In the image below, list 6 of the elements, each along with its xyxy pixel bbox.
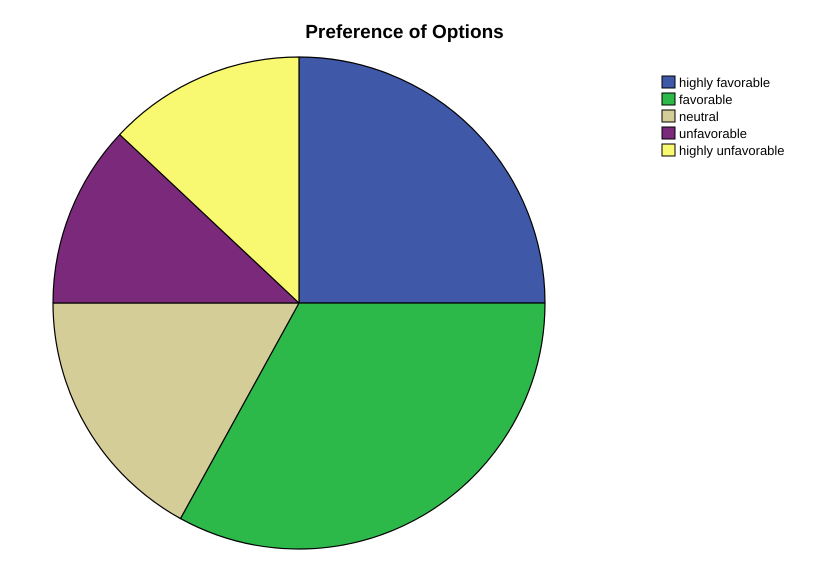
chart-title: Preference of Options xyxy=(305,22,504,43)
legend-label: highly unfavorable xyxy=(679,143,785,158)
legend-label: favorable xyxy=(679,92,732,107)
legend-label: neutral xyxy=(679,109,719,124)
legend-label: unfavorable xyxy=(679,126,747,141)
legend-label: highly favorable xyxy=(679,75,770,90)
